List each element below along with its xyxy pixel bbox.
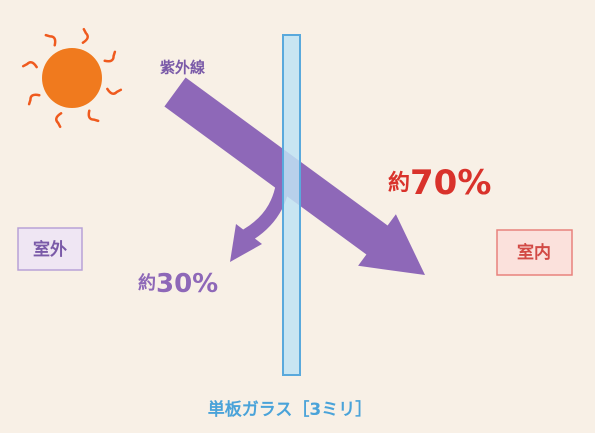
outdoor-label: 室外: [33, 239, 67, 260]
glass-label: 単板ガラス［3ミリ］: [208, 399, 373, 420]
transmitted-amount: 70%: [410, 163, 491, 203]
uv-label: 紫外線: [160, 59, 205, 77]
indoor-label: 室内: [517, 242, 551, 263]
reflected-amount: 30%: [156, 269, 218, 299]
transmitted-prefix: 約: [388, 170, 410, 196]
reflected-prefix: 約: [138, 272, 156, 294]
glass-pane: [283, 35, 300, 375]
sun-core: [42, 48, 102, 108]
page: 紫外線 約70% 約30% 室外 室内 単板ガラス［3ミリ］ (() => { …: [0, 0, 595, 433]
diagram: 紫外線 約70% 約30% 室外 室内 単板ガラス［3ミリ］: [0, 0, 595, 433]
